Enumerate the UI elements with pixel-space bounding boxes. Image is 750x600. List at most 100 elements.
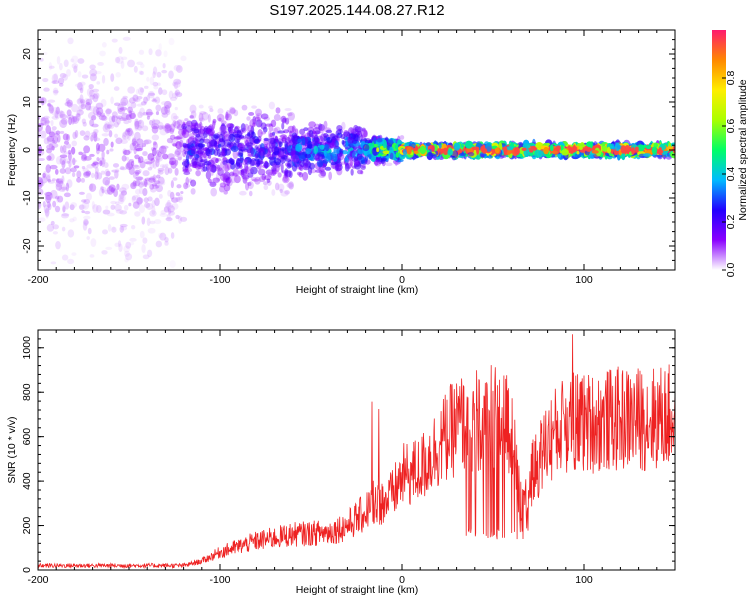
spectrogram-cell bbox=[658, 146, 662, 154]
spectrogram-cell bbox=[124, 250, 130, 257]
spectrogram-cell bbox=[271, 189, 276, 196]
spectrogram-cell bbox=[304, 153, 312, 159]
spectrogram-cell bbox=[268, 101, 276, 110]
snr-ylabel: SNR (10 * v/v) bbox=[6, 416, 18, 483]
spectrogram-cell bbox=[44, 120, 51, 124]
spectrogram-cell bbox=[163, 50, 168, 58]
spectrogram-cell bbox=[152, 147, 157, 157]
spectrogram-cell bbox=[282, 117, 287, 124]
spectrogram-cell bbox=[634, 146, 639, 151]
spectrogram-cell bbox=[47, 103, 54, 112]
spectrogram-cell bbox=[155, 184, 164, 193]
spectrogram-cell bbox=[339, 148, 344, 155]
spectrogram-cell bbox=[136, 103, 143, 107]
spectrogram-cell bbox=[124, 129, 130, 136]
spectrogram-cell bbox=[285, 117, 290, 125]
spectrogram-cell bbox=[561, 148, 569, 156]
spectrogram-cell bbox=[83, 199, 91, 205]
spectrogram-cell bbox=[94, 166, 99, 175]
spectrogram-cell bbox=[152, 119, 161, 125]
spectrogram-cell bbox=[113, 188, 118, 198]
spectrogram-cell bbox=[168, 160, 175, 166]
spectrogram-cell bbox=[41, 117, 46, 122]
spectrogram-cell bbox=[198, 117, 205, 122]
spectrogram-cell bbox=[134, 97, 139, 103]
spectrogram-cell bbox=[108, 130, 113, 138]
spectrogram-cell bbox=[258, 147, 265, 153]
spectrogram-cell bbox=[149, 210, 157, 217]
spectrogram-cell bbox=[78, 104, 83, 112]
spectrogram-cell bbox=[521, 147, 527, 152]
spectrogram-cell bbox=[326, 136, 333, 144]
spectrogram-cell bbox=[196, 149, 205, 155]
spectrogram-cell bbox=[170, 232, 175, 239]
x-tick-label: -100 bbox=[209, 574, 230, 586]
spectrogram-cell bbox=[320, 125, 325, 134]
spectrogram-cell bbox=[160, 145, 169, 149]
spectrogram-cell bbox=[147, 249, 153, 258]
spectrogram-cell bbox=[103, 137, 109, 146]
spectrogram-cell bbox=[63, 158, 69, 164]
spectrogram-cell bbox=[41, 117, 48, 121]
spectrogram-cell bbox=[395, 151, 400, 158]
spectrogram-cell bbox=[160, 180, 166, 186]
spectrogram-cell bbox=[182, 159, 187, 163]
spectrogram-cell bbox=[179, 216, 188, 222]
spectrogram-cell bbox=[278, 141, 283, 147]
spectrogram-cell bbox=[82, 121, 87, 127]
spectrogram-cell bbox=[143, 197, 149, 204]
spectrogram-cell bbox=[224, 163, 228, 169]
spectrogram-cell bbox=[222, 164, 230, 173]
spectrogram-cell bbox=[92, 160, 99, 169]
spectrogram-cell bbox=[238, 165, 243, 169]
spectrogram-cell bbox=[232, 150, 239, 160]
spectrogram-cell bbox=[325, 129, 333, 134]
spectrogram-cell bbox=[100, 99, 107, 107]
spectrogram-cell bbox=[122, 148, 127, 156]
spectrogram-cell bbox=[254, 116, 261, 122]
spectrogram-cell bbox=[57, 77, 65, 85]
spectrogram-cell bbox=[150, 157, 155, 163]
spectrogram-cell bbox=[221, 135, 226, 143]
spectrogram-cell bbox=[114, 242, 120, 247]
spectrogram-cell bbox=[180, 190, 184, 195]
spectrogram-cell bbox=[356, 169, 363, 175]
x-tick-label: -200 bbox=[27, 274, 48, 286]
spectrogram-cell bbox=[89, 68, 98, 77]
spectrogram-cell bbox=[47, 180, 55, 184]
spectrogram-cell bbox=[154, 155, 162, 160]
spectrogram-cell bbox=[385, 162, 393, 167]
spectrogram-cell bbox=[145, 111, 154, 116]
spectrogram-cell bbox=[279, 188, 283, 193]
spectrogram-cell bbox=[269, 132, 273, 138]
spectrogram-cell bbox=[145, 108, 153, 117]
spectrogram-cell bbox=[77, 71, 82, 78]
spectrogram-cell bbox=[95, 204, 102, 214]
spectrogram-cell bbox=[217, 168, 224, 176]
spectrogram-cell bbox=[125, 156, 130, 161]
spectrogram-cell bbox=[128, 202, 132, 207]
spectrogram-cell bbox=[207, 155, 212, 159]
spectrogram-cell bbox=[91, 123, 99, 128]
spectrogram-cell bbox=[266, 180, 272, 186]
spectrogram-cell bbox=[298, 172, 304, 178]
spectrogram-cell bbox=[38, 180, 43, 190]
spectrogram-cell bbox=[168, 90, 174, 99]
spectrogram-cell bbox=[66, 109, 72, 117]
spectrogram-cell bbox=[82, 222, 88, 231]
spectrogram-cell bbox=[185, 125, 193, 133]
spectrogram-cell bbox=[38, 146, 41, 150]
spectrogram-cell bbox=[230, 174, 237, 184]
spectrogram-cell bbox=[291, 154, 300, 163]
spectrogram-cell bbox=[152, 185, 159, 189]
spectrogram-cell bbox=[111, 226, 116, 231]
spectrogram-cell bbox=[187, 137, 193, 145]
spectrogram-cell bbox=[373, 136, 377, 145]
spectrogram-cell bbox=[175, 214, 180, 220]
spectrogram-cell bbox=[314, 137, 320, 143]
spectrogram-cell bbox=[211, 134, 219, 140]
spectrogram-cell bbox=[162, 124, 171, 132]
spectrogram-cell bbox=[120, 165, 125, 170]
spectrogram-cell bbox=[653, 142, 658, 148]
